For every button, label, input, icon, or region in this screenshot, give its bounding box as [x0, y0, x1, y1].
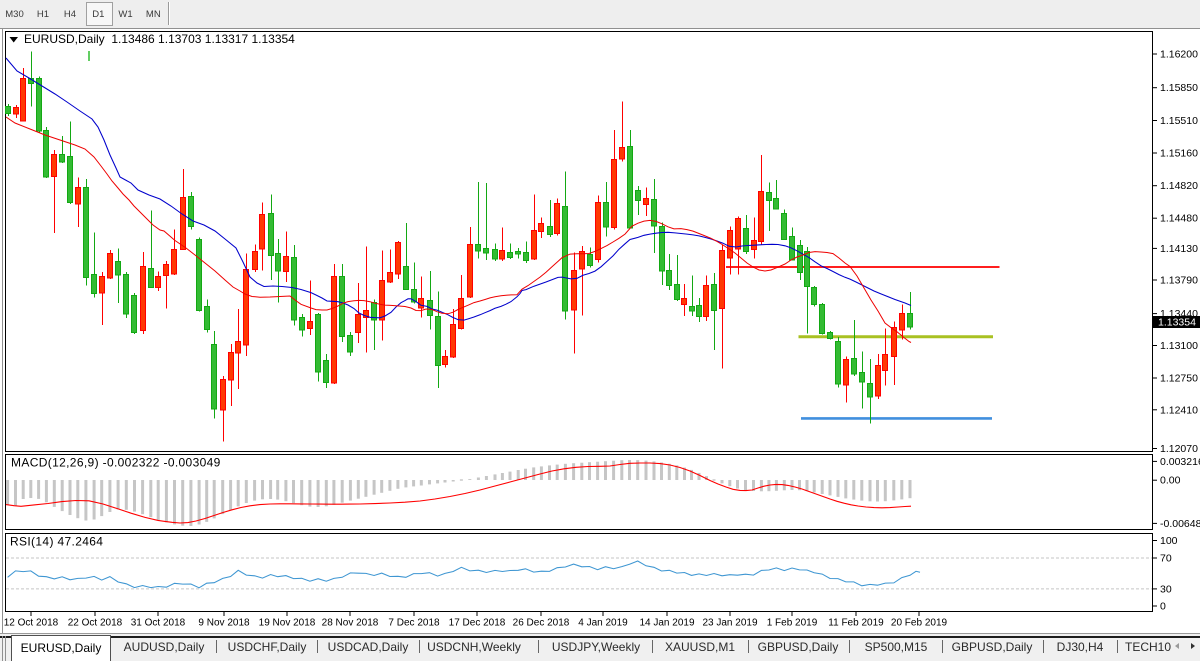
svg-text:-0.006485: -0.006485: [1160, 518, 1200, 530]
svg-text:1.15850: 1.15850: [1160, 82, 1198, 94]
svg-text:1.16200: 1.16200: [1160, 49, 1198, 61]
svg-text:31 Oct 2018: 31 Oct 2018: [131, 618, 186, 629]
svg-text:4 Jan 2019: 4 Jan 2019: [578, 618, 628, 629]
svg-text:EURUSD,Daily 1.13486 1.13703: EURUSD,Daily 1.13486 1.13703 1.13317 1.1…: [24, 32, 295, 46]
svg-text:9 Nov 2018: 9 Nov 2018: [198, 618, 250, 629]
svg-text:0.00: 0.00: [1160, 475, 1181, 487]
svg-text:22 Oct 2018: 22 Oct 2018: [68, 618, 123, 629]
svg-text:1.14820: 1.14820: [1160, 180, 1198, 192]
svg-text:26 Dec 2018: 26 Dec 2018: [513, 618, 570, 629]
svg-text:70: 70: [1160, 553, 1172, 565]
svg-text:11 Feb 2019: 11 Feb 2019: [828, 618, 884, 629]
svg-text:20 Feb 2019: 20 Feb 2019: [891, 618, 948, 629]
svg-text:1.12070: 1.12070: [1160, 443, 1198, 455]
svg-text:1 Feb 2019: 1 Feb 2019: [767, 618, 818, 629]
svg-text:1.15160: 1.15160: [1160, 148, 1198, 160]
svg-text:MACD(12,26,9) -0.002322 -0.003: MACD(12,26,9) -0.002322 -0.003049: [11, 456, 221, 470]
svg-text:19 Nov 2018: 19 Nov 2018: [259, 618, 316, 629]
svg-text:1.13100: 1.13100: [1160, 340, 1198, 352]
svg-text:1.14130: 1.14130: [1160, 243, 1198, 255]
svg-text:1.12750: 1.12750: [1160, 373, 1198, 385]
svg-text:1.13354: 1.13354: [1158, 317, 1196, 329]
svg-text:0: 0: [1160, 601, 1166, 613]
svg-text:17 Dec 2018: 17 Dec 2018: [449, 618, 506, 629]
svg-text:30: 30: [1160, 583, 1172, 595]
svg-text:28 Nov 2018: 28 Nov 2018: [322, 618, 379, 629]
svg-text:0.003216: 0.003216: [1160, 456, 1200, 468]
svg-text:7 Dec 2018: 7 Dec 2018: [388, 618, 440, 629]
svg-text:1.13790: 1.13790: [1160, 275, 1198, 287]
svg-text:14 Jan 2019: 14 Jan 2019: [639, 618, 694, 629]
svg-text:100: 100: [1160, 535, 1178, 547]
svg-text:12 Oct 2018: 12 Oct 2018: [4, 618, 59, 629]
svg-text:1.15510: 1.15510: [1160, 115, 1198, 127]
svg-text:1.14480: 1.14480: [1160, 213, 1198, 225]
svg-text:RSI(14) 47.2464: RSI(14) 47.2464: [10, 535, 103, 549]
svg-text:23 Jan 2019: 23 Jan 2019: [702, 618, 757, 629]
svg-text:1.12410: 1.12410: [1160, 404, 1198, 416]
